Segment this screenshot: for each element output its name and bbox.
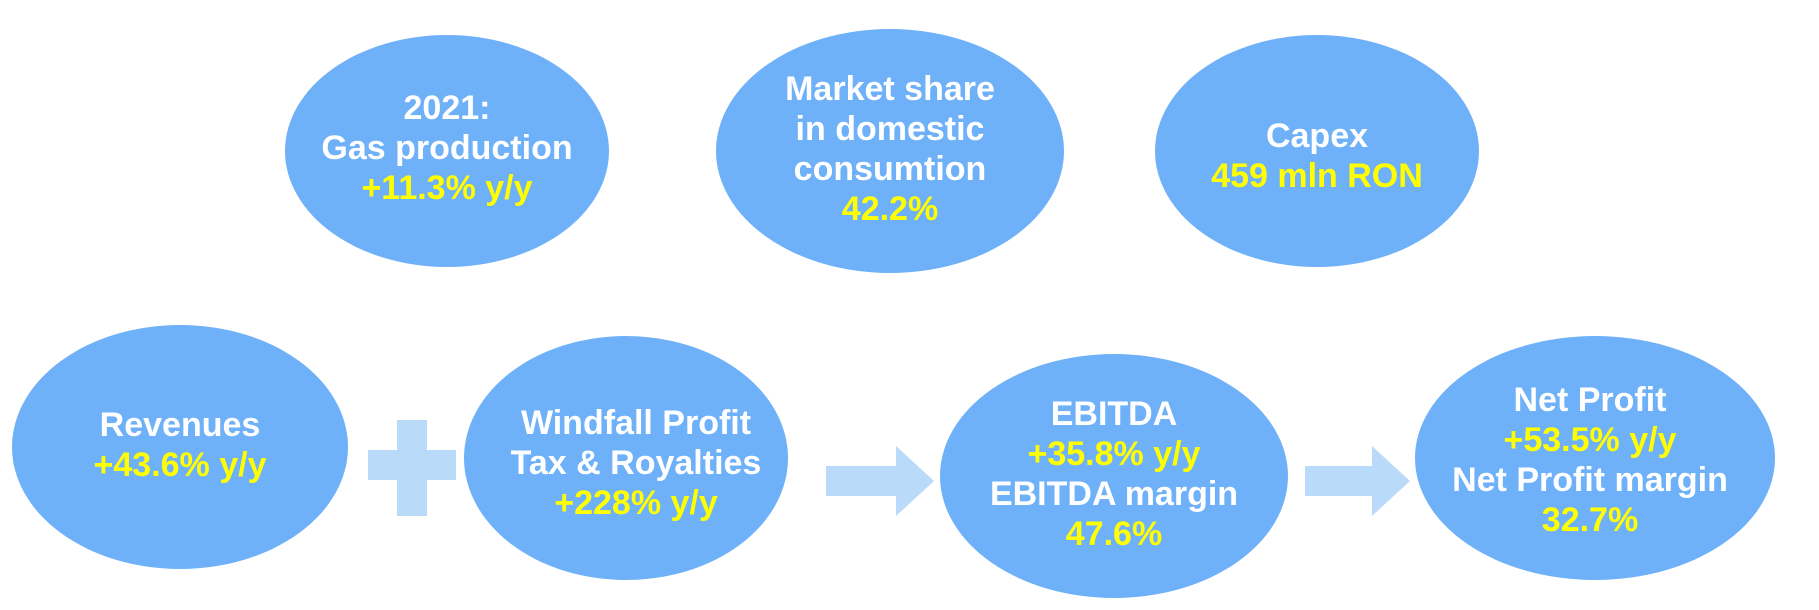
bubble-text: +35.8% y/y bbox=[1028, 435, 1201, 473]
bubble-text: 2021: bbox=[404, 89, 491, 127]
bubble-text: EBITDA bbox=[1051, 395, 1178, 433]
bubble-text: consumtion bbox=[794, 150, 987, 188]
arrow bbox=[1305, 446, 1410, 516]
bubble bbox=[12, 325, 348, 569]
bubble-text: +53.5% y/y bbox=[1504, 421, 1677, 459]
bubble-text: EBITDA margin bbox=[990, 475, 1238, 513]
bubble-text: 42.2% bbox=[842, 190, 938, 228]
bubble-text: Capex bbox=[1266, 117, 1368, 155]
arrow bbox=[826, 446, 934, 516]
bubble-text: Windfall Profit bbox=[521, 404, 751, 442]
bubble bbox=[464, 336, 788, 580]
bubble bbox=[1155, 35, 1479, 267]
bubble-text: 47.6% bbox=[1066, 515, 1162, 553]
plus-sign bbox=[368, 420, 456, 516]
bubble-text: +43.6% y/y bbox=[94, 446, 267, 484]
bubble-text: 459 mln RON bbox=[1211, 157, 1423, 195]
bubble-text: Net Profit bbox=[1514, 381, 1667, 419]
bubble bbox=[940, 354, 1288, 598]
bubble bbox=[285, 35, 609, 267]
bubble-text: +228% y/y bbox=[554, 484, 718, 522]
bubble-text: +11.3% y/y bbox=[361, 169, 532, 207]
bubble-text: Tax & Royalties bbox=[511, 444, 762, 482]
bubble-text: in domestic bbox=[796, 110, 985, 148]
bubble bbox=[716, 29, 1064, 273]
bubble-text: 32.7% bbox=[1542, 501, 1638, 539]
bubble-text: Market share bbox=[785, 70, 995, 108]
bubble-text: Revenues bbox=[100, 406, 261, 444]
bubble bbox=[1415, 336, 1775, 580]
plus-bar bbox=[397, 420, 427, 516]
bubble-text: Gas production bbox=[321, 129, 572, 167]
bubble-text: Net Profit margin bbox=[1452, 461, 1728, 499]
